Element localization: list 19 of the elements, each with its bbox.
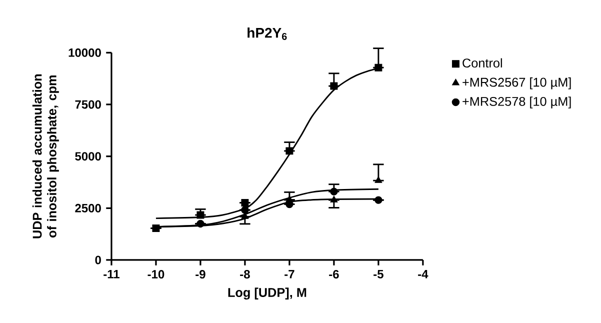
x-tick-label: -6	[329, 270, 339, 279]
x-tick-label: -7	[284, 270, 294, 278]
y-tick-label: 0	[95, 256, 101, 264]
y-axis-title: UDP induced accumulation of inositol phosphate, cpm	[32, 74, 59, 238]
legend-label: +MRS2567 [10 µM]	[462, 77, 571, 90]
legend-label: +MRS2578 [10 µM]	[462, 96, 571, 108]
x-tick-label: -9	[196, 270, 206, 279]
legend-label: Control	[462, 58, 502, 68]
x-tick-label: -11	[104, 270, 120, 278]
x-tick-label: -8	[240, 270, 250, 279]
x-tick-label: -5	[374, 270, 384, 278]
x-tick-label: -4	[418, 270, 428, 278]
x-tick-label: -10	[148, 270, 164, 279]
y-tick-label: 7500	[75, 100, 101, 109]
y-tick-label: 10000	[68, 48, 101, 57]
x-axis-title: Log [UDP], M	[228, 288, 306, 300]
chart-title: hP2Y$_{6}$	[248, 28, 287, 40]
y-tick-label: 2500	[75, 204, 101, 212]
y-tick-label: 5000	[75, 152, 101, 161]
